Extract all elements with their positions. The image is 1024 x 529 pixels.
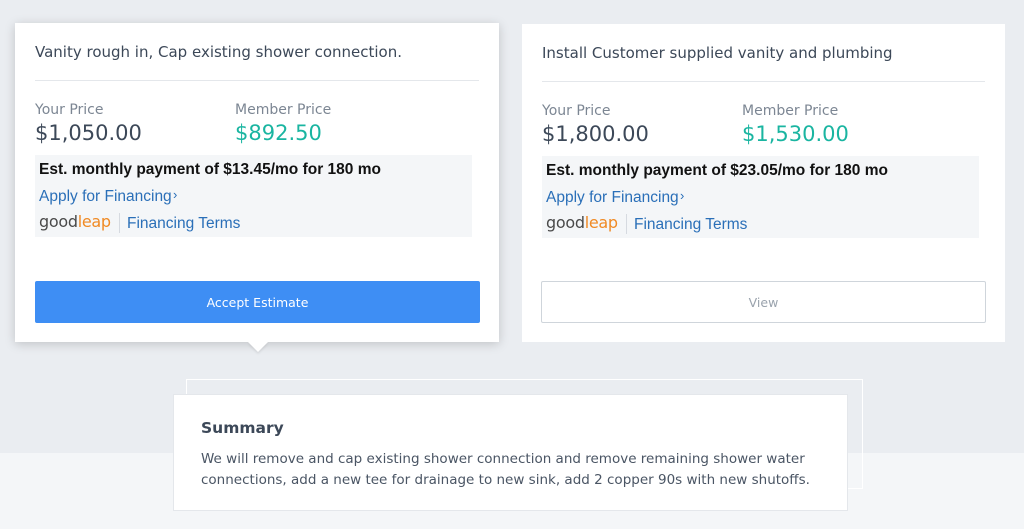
financing-terms-link[interactable]: Financing Terms [634, 216, 748, 233]
logo-separator [119, 213, 120, 233]
logo-separator [626, 214, 627, 234]
summary-title: Summary [201, 419, 284, 437]
financing-box: Est. monthly payment of $13.45/mo for 18… [35, 155, 472, 237]
chevron-right-icon[interactable]: › [173, 187, 178, 202]
member-price-value: $892.50 [235, 121, 322, 145]
estimate-card-2[interactable]: Install Customer supplied vanity and plu… [522, 24, 1005, 342]
member-price-label: Member Price [742, 103, 839, 119]
estimate-title: Vanity rough in, Cap existing shower con… [35, 43, 402, 61]
financing-box: Est. monthly payment of $23.05/mo for 18… [542, 156, 979, 238]
your-price-label: Your Price [35, 102, 104, 118]
your-price-label: Your Price [542, 103, 611, 119]
summary-panel: Summary We will remove and cap existing … [173, 394, 848, 511]
selected-card-pointer [248, 342, 268, 352]
monthly-payment-text: Est. monthly payment of $13.45/mo for 18… [39, 161, 381, 178]
apply-for-financing-link[interactable]: Apply for Financing [39, 188, 172, 205]
monthly-payment-text: Est. monthly payment of $23.05/mo for 18… [546, 162, 888, 179]
view-button[interactable]: View [541, 281, 986, 323]
member-price-label: Member Price [235, 102, 332, 118]
your-price-value: $1,050.00 [35, 121, 142, 145]
financing-terms-link[interactable]: Financing Terms [127, 215, 241, 232]
goodleap-logo: goodleap [546, 213, 618, 232]
your-price-value: $1,800.00 [542, 122, 649, 146]
chevron-right-icon[interactable]: › [680, 188, 685, 203]
member-price-value: $1,530.00 [742, 122, 849, 146]
goodleap-logo: goodleap [39, 212, 111, 231]
estimate-card-1[interactable]: Vanity rough in, Cap existing shower con… [15, 23, 499, 342]
divider [35, 80, 479, 81]
summary-text: We will remove and cap existing shower c… [201, 451, 810, 488]
estimate-title: Install Customer supplied vanity and plu… [542, 44, 893, 62]
divider [542, 81, 985, 82]
apply-for-financing-link[interactable]: Apply for Financing [546, 189, 679, 206]
accept-estimate-button[interactable]: Accept Estimate [35, 281, 480, 323]
